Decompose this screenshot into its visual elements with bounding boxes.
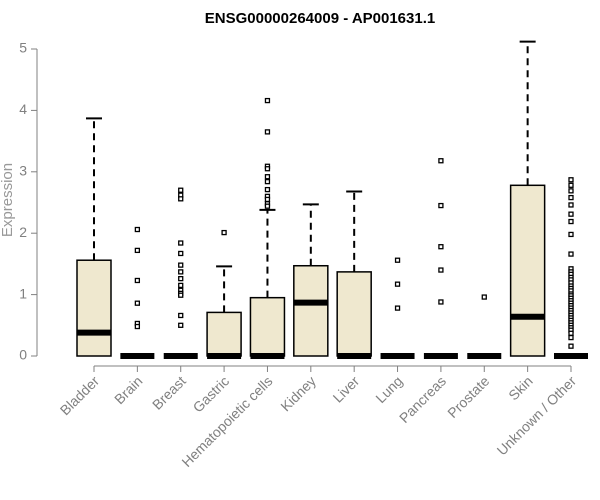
outlier-point bbox=[178, 282, 184, 289]
outlier-point bbox=[178, 196, 184, 202]
outlier-point bbox=[568, 330, 574, 336]
box-pancreas bbox=[423, 158, 458, 359]
outlier-point bbox=[178, 312, 184, 319]
outlier-point bbox=[568, 218, 574, 225]
x-tick-label: Gastric bbox=[190, 373, 233, 416]
box-rect bbox=[206, 311, 242, 357]
outlier-point bbox=[178, 322, 184, 328]
box-prostate bbox=[467, 294, 502, 359]
outlier-point bbox=[178, 250, 184, 257]
box-breast bbox=[163, 187, 198, 359]
outlier-point bbox=[264, 203, 271, 209]
outlier-point bbox=[178, 240, 184, 246]
outlier-point bbox=[568, 202, 574, 208]
outlier-point bbox=[221, 229, 227, 236]
outlier-point bbox=[438, 158, 444, 164]
outlier-point bbox=[178, 262, 184, 268]
box-rect bbox=[509, 184, 546, 357]
outlier-point bbox=[134, 277, 141, 284]
outlier-point bbox=[568, 251, 574, 257]
box-brain bbox=[120, 226, 155, 359]
outlier-point bbox=[134, 300, 141, 306]
x-tick-label: Brain bbox=[111, 373, 145, 407]
box-rect bbox=[76, 259, 112, 357]
y-tick-label: 1 bbox=[19, 285, 27, 301]
box-lung bbox=[380, 257, 415, 359]
outlier-point bbox=[264, 97, 271, 104]
outlier-point bbox=[568, 188, 574, 194]
outlier-point bbox=[568, 231, 574, 238]
outlier-point bbox=[264, 174, 271, 180]
box-liver bbox=[336, 190, 372, 359]
outlier-point bbox=[264, 166, 271, 172]
box-skin bbox=[509, 40, 546, 357]
box-gastric bbox=[206, 229, 242, 359]
y-tick-label: 4 bbox=[19, 101, 27, 117]
y-tick-label: 5 bbox=[19, 40, 27, 56]
outlier-point bbox=[134, 323, 141, 330]
outlier-point bbox=[134, 247, 141, 254]
chart-title: ENSG00000264009 - AP001631.1 bbox=[205, 10, 435, 27]
outlier-point bbox=[568, 343, 574, 349]
outlier-point bbox=[438, 244, 444, 250]
outlier-point bbox=[481, 294, 487, 300]
outlier-point bbox=[264, 186, 271, 193]
outlier-point bbox=[568, 194, 574, 201]
outlier-point bbox=[394, 305, 401, 311]
y-tick-label: 2 bbox=[19, 224, 27, 240]
x-tick-label: Unknown / Other bbox=[494, 373, 580, 459]
y-axis: 0 1 2 3 4 5 bbox=[19, 40, 38, 363]
box-hematopoietic-cells bbox=[249, 97, 286, 359]
x-tick-label: Kidney bbox=[277, 373, 319, 415]
outlier-point bbox=[568, 182, 574, 188]
outlier-point bbox=[568, 334, 574, 341]
outlier-point bbox=[264, 129, 271, 135]
plot-area bbox=[76, 40, 588, 359]
x-tick-label: Liver bbox=[330, 373, 363, 406]
outlier-point bbox=[178, 187, 184, 193]
box-unknown-other bbox=[554, 177, 588, 359]
outlier-point bbox=[394, 257, 401, 263]
box-rect bbox=[336, 271, 372, 357]
x-tick-label: Lung bbox=[372, 373, 405, 406]
outlier-point bbox=[264, 196, 271, 203]
y-axis-label: Expression bbox=[0, 163, 16, 237]
y-tick-label: 3 bbox=[19, 163, 27, 179]
x-tick-label: Pancreas bbox=[396, 373, 449, 426]
outlier-point bbox=[568, 211, 574, 217]
box-bladder bbox=[76, 117, 112, 357]
outlier-point bbox=[264, 178, 271, 185]
outlier-point bbox=[178, 275, 184, 282]
x-tick-label: Skin bbox=[505, 373, 536, 404]
x-tick-label: Bladder bbox=[57, 373, 103, 419]
outlier-point bbox=[568, 177, 574, 183]
box-kidney bbox=[293, 203, 329, 357]
outlier-point bbox=[438, 299, 444, 305]
box-rect bbox=[293, 264, 329, 357]
outlier-point bbox=[438, 202, 444, 209]
outlier-point bbox=[394, 281, 401, 287]
box-rect bbox=[249, 296, 286, 357]
x-tick-label: Breast bbox=[149, 373, 189, 413]
outlier-point bbox=[178, 292, 184, 298]
outlier-point bbox=[134, 226, 141, 233]
outlier-point bbox=[178, 269, 184, 275]
y-tick-label: 0 bbox=[19, 347, 27, 363]
outlier-point bbox=[438, 267, 444, 273]
x-tick-label: Prostate bbox=[444, 373, 492, 421]
